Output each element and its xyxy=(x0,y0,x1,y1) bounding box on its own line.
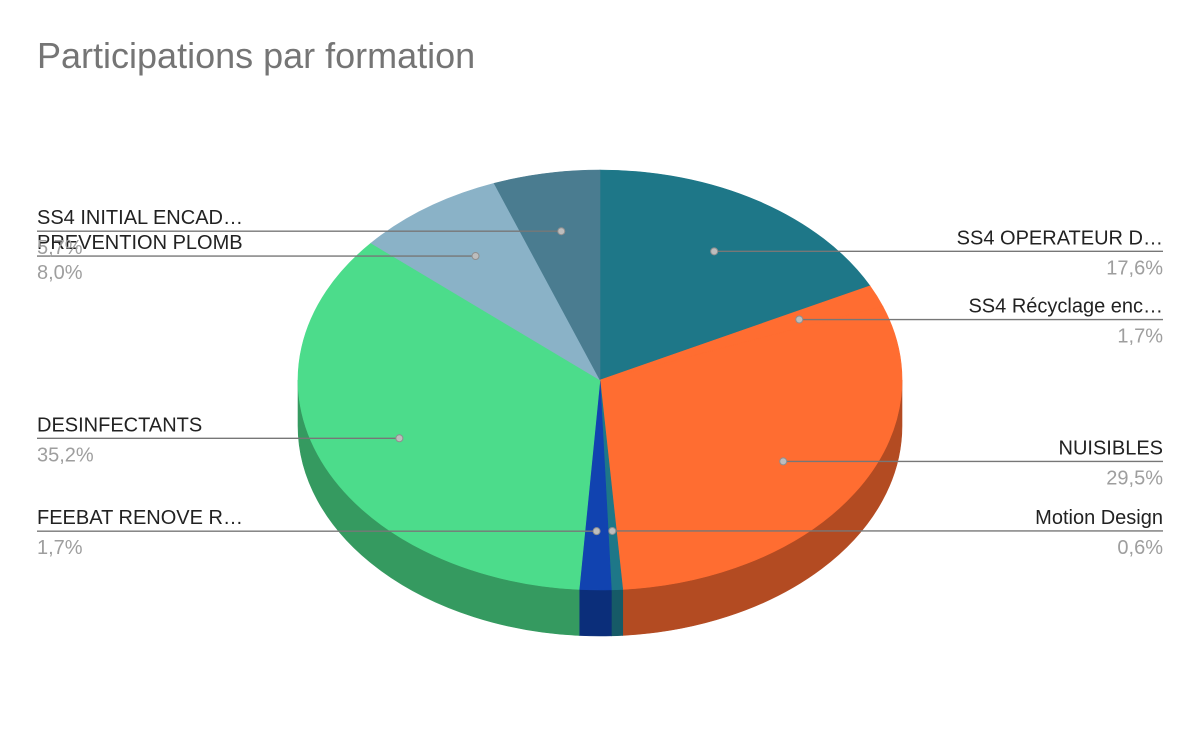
slice-percentage: 1,7% xyxy=(1117,326,1163,348)
leader-anchor xyxy=(557,227,566,236)
slice-percentage: 35,2% xyxy=(37,444,94,466)
slice-percentage: 5,7% xyxy=(37,237,83,259)
slice-label: PREVENTION PLOMB xyxy=(37,232,243,254)
slice-percentage: 29,5% xyxy=(1106,467,1163,489)
slice-percentage: 8,0% xyxy=(37,262,83,284)
slice-label: SS4 Récyclage enc… xyxy=(968,296,1163,318)
leader-anchor xyxy=(795,315,804,324)
slice-label: FEEBAT RENOVE R… xyxy=(37,507,243,529)
slice-percentage: 17,6% xyxy=(1106,257,1163,279)
slice-label: DESINFECTANTS xyxy=(37,414,202,436)
leader-anchor xyxy=(395,434,404,443)
leader-anchor xyxy=(608,526,617,535)
pie-slice-prevention-plomb xyxy=(370,182,601,381)
pie-side-motion-design xyxy=(611,589,624,637)
pie-side-feebat-renove-r xyxy=(578,589,612,637)
pie-slice-ss4-operateur-d xyxy=(599,169,871,381)
slice-label: SS4 OPERATEUR D… xyxy=(957,227,1163,249)
leader-anchor xyxy=(471,252,480,261)
slice-label: NUISIBLES xyxy=(1059,437,1163,459)
pie-sides xyxy=(297,379,903,637)
slice-labels: SS4 OPERATEUR D… 17,6% SS4 Récyclage enc… 1… xyxy=(37,207,1163,559)
pie-slice-ss4-initial-encad xyxy=(493,169,601,381)
slice-label: Motion Design xyxy=(1035,507,1163,529)
leader-anchor xyxy=(779,457,788,466)
pie-slices xyxy=(297,169,903,591)
leader-anchor xyxy=(592,527,601,536)
slice-percentage: 0,6% xyxy=(1117,537,1163,559)
pie-slice-nuisibles xyxy=(599,306,903,590)
slice-percentage: 1,7% xyxy=(37,537,83,559)
leader-anchor xyxy=(710,247,719,256)
pie-slice-desinfectants xyxy=(297,242,601,590)
chart-title: Participations par formation xyxy=(37,35,475,76)
slice-label: SS4 INITIAL ENCAD… xyxy=(37,207,243,229)
